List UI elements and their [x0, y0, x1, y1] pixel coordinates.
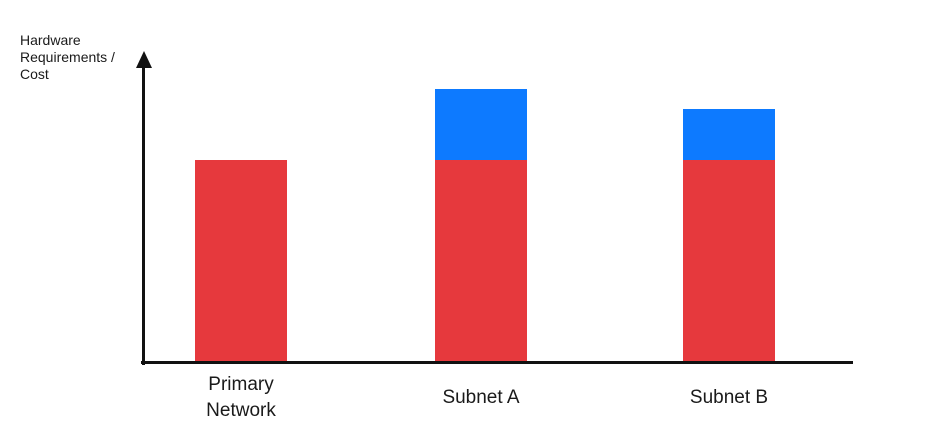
bar-segment-base-hardware-cost	[683, 160, 775, 362]
x-label-primary-network: Primary Network	[206, 374, 276, 421]
bar-subnet-b	[683, 109, 775, 362]
bar-primary-network	[195, 160, 287, 362]
y-axis-arrowhead-icon	[136, 51, 152, 68]
bar-segment-additional-hardware-cost	[683, 109, 775, 160]
y-axis-line	[142, 64, 145, 365]
y-axis-label: Hardware Requirements / Cost	[20, 32, 115, 83]
bar-subnet-a	[435, 89, 527, 362]
y-axis-label-line-2: Requirements /	[20, 49, 115, 65]
x-axis-line	[141, 361, 853, 364]
x-label-subnet-b: Subnet B	[689, 387, 769, 408]
y-axis-label-line-3: Cost	[20, 66, 49, 82]
bar-segment-additional-hardware-cost	[435, 89, 527, 160]
y-axis-label-line-1: Hardware	[20, 32, 81, 48]
bar-segment-base-hardware-cost	[195, 160, 287, 362]
x-label-subnet-a: Subnet A	[442, 387, 520, 408]
bar-segment-base-hardware-cost	[435, 160, 527, 362]
